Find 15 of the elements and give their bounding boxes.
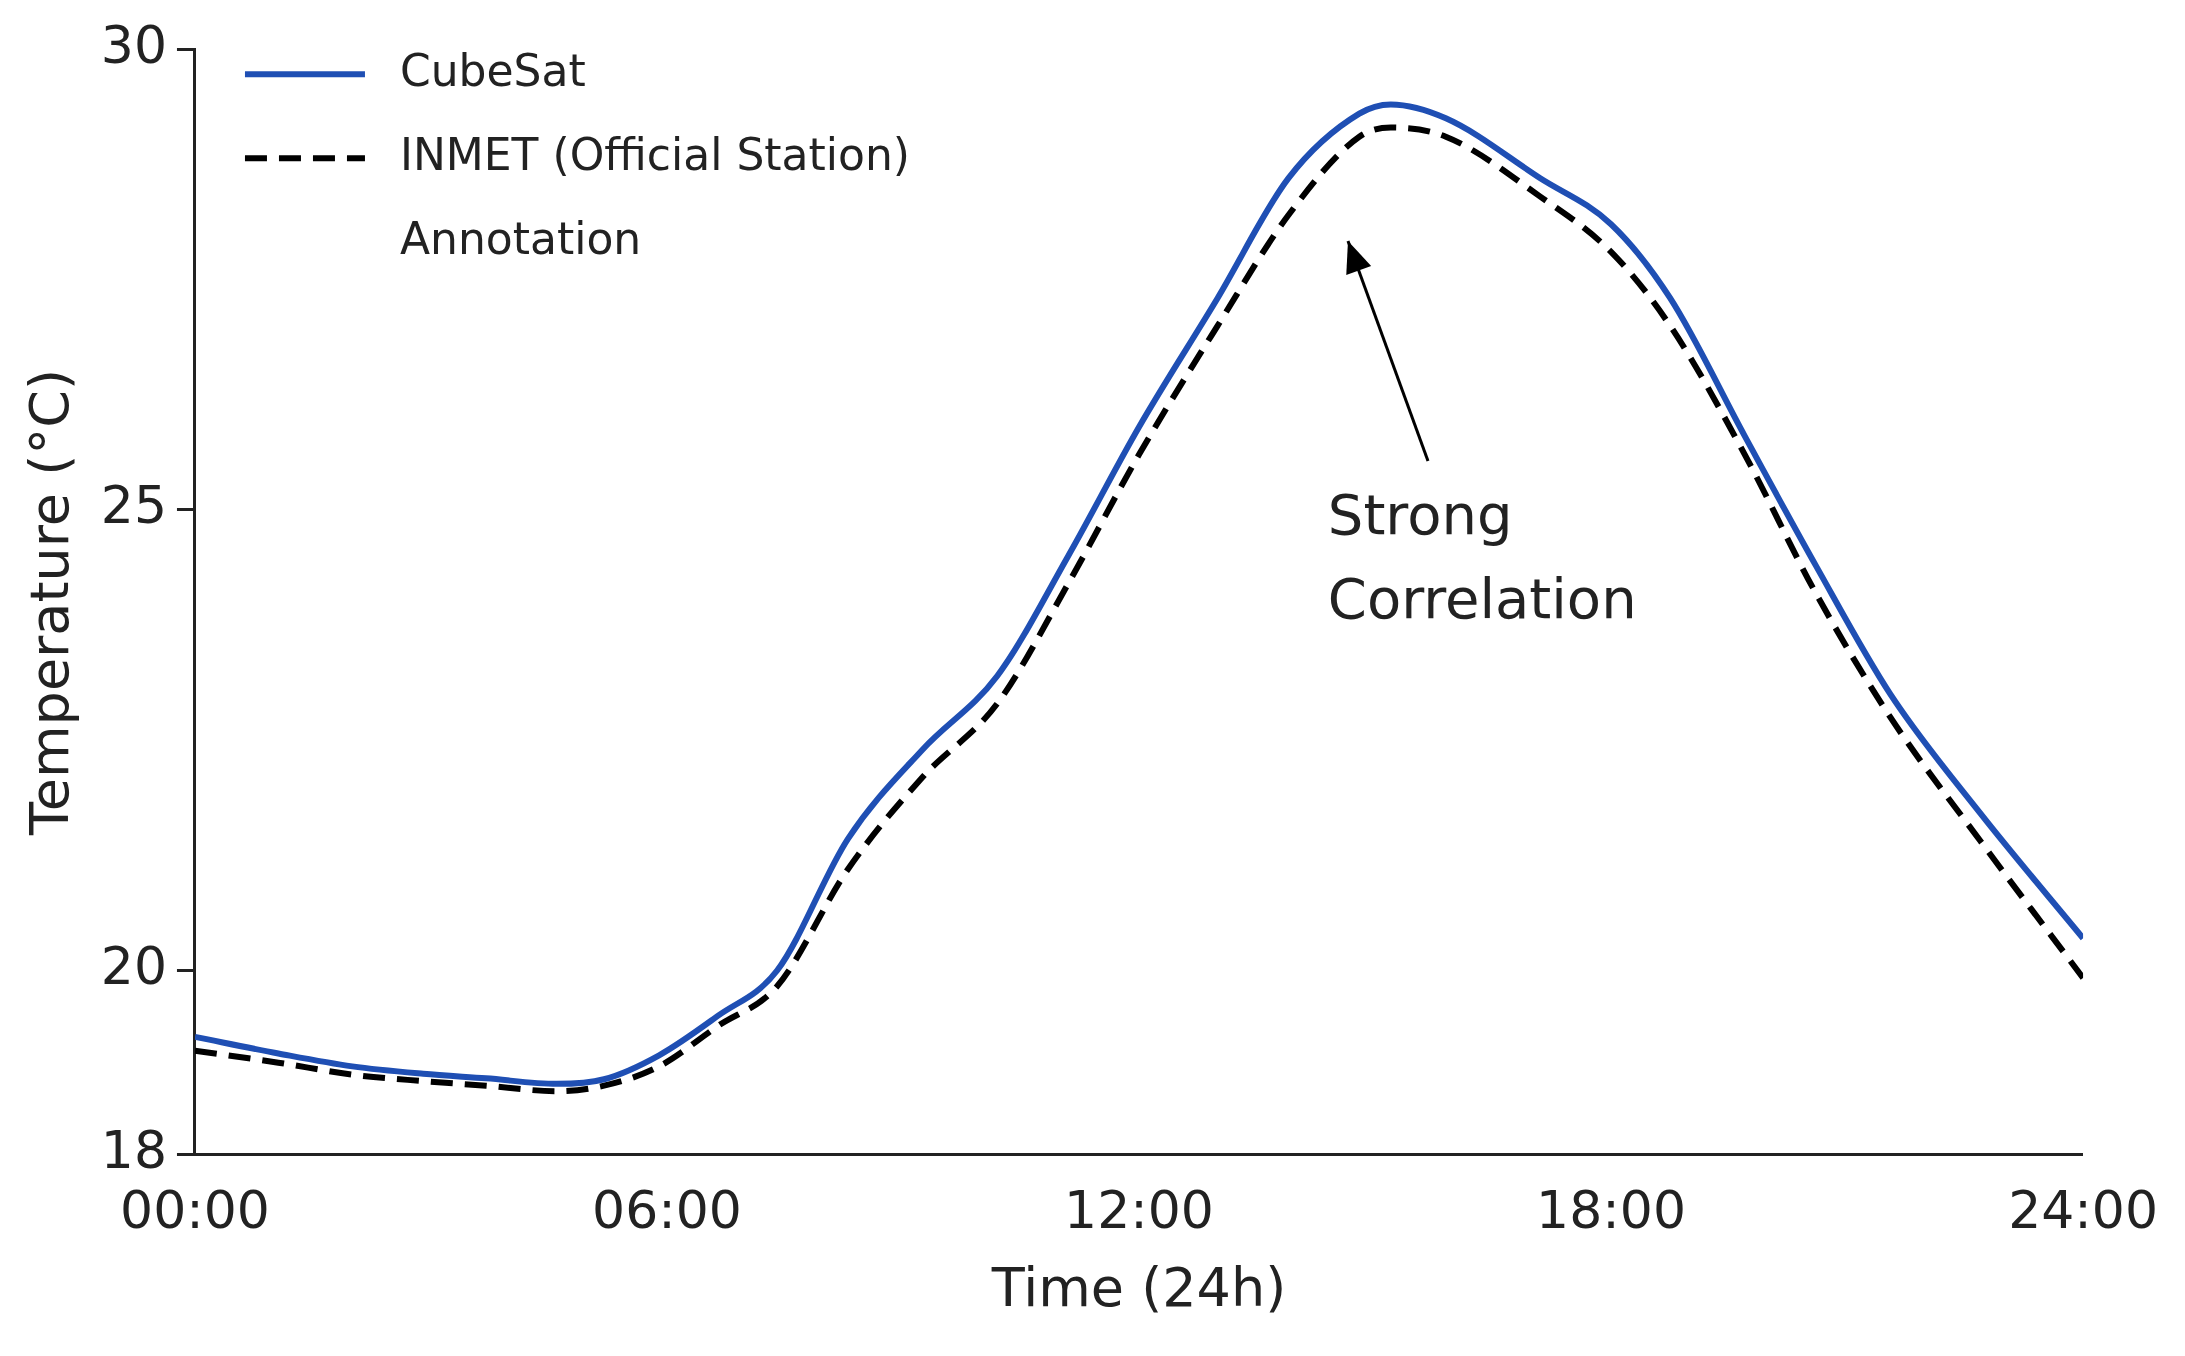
y-axis-title: Temperature (°C) xyxy=(18,368,82,837)
x-tick-label: 12:00 xyxy=(1064,1179,1214,1240)
annotation: Annotation xyxy=(399,212,642,264)
y-tick-label: 30 xyxy=(100,14,167,75)
y-tick-label: 18 xyxy=(100,1120,167,1181)
x-tick-label: 18:00 xyxy=(1536,1179,1686,1240)
x-axis-title: Time (24h) xyxy=(990,1255,1287,1319)
x-tick-label: 24:00 xyxy=(2008,1179,2158,1240)
x-tick-label: 06:00 xyxy=(592,1179,742,1240)
legend-label: INMET (Official Station) xyxy=(399,128,911,180)
annotation: Strong Correlation xyxy=(1327,481,1637,631)
legend-label: CubeSat xyxy=(399,44,586,96)
y-tick-label: 25 xyxy=(100,475,167,536)
x-tick-label: 00:00 xyxy=(120,1179,270,1240)
y-tick-label: 20 xyxy=(100,936,167,997)
